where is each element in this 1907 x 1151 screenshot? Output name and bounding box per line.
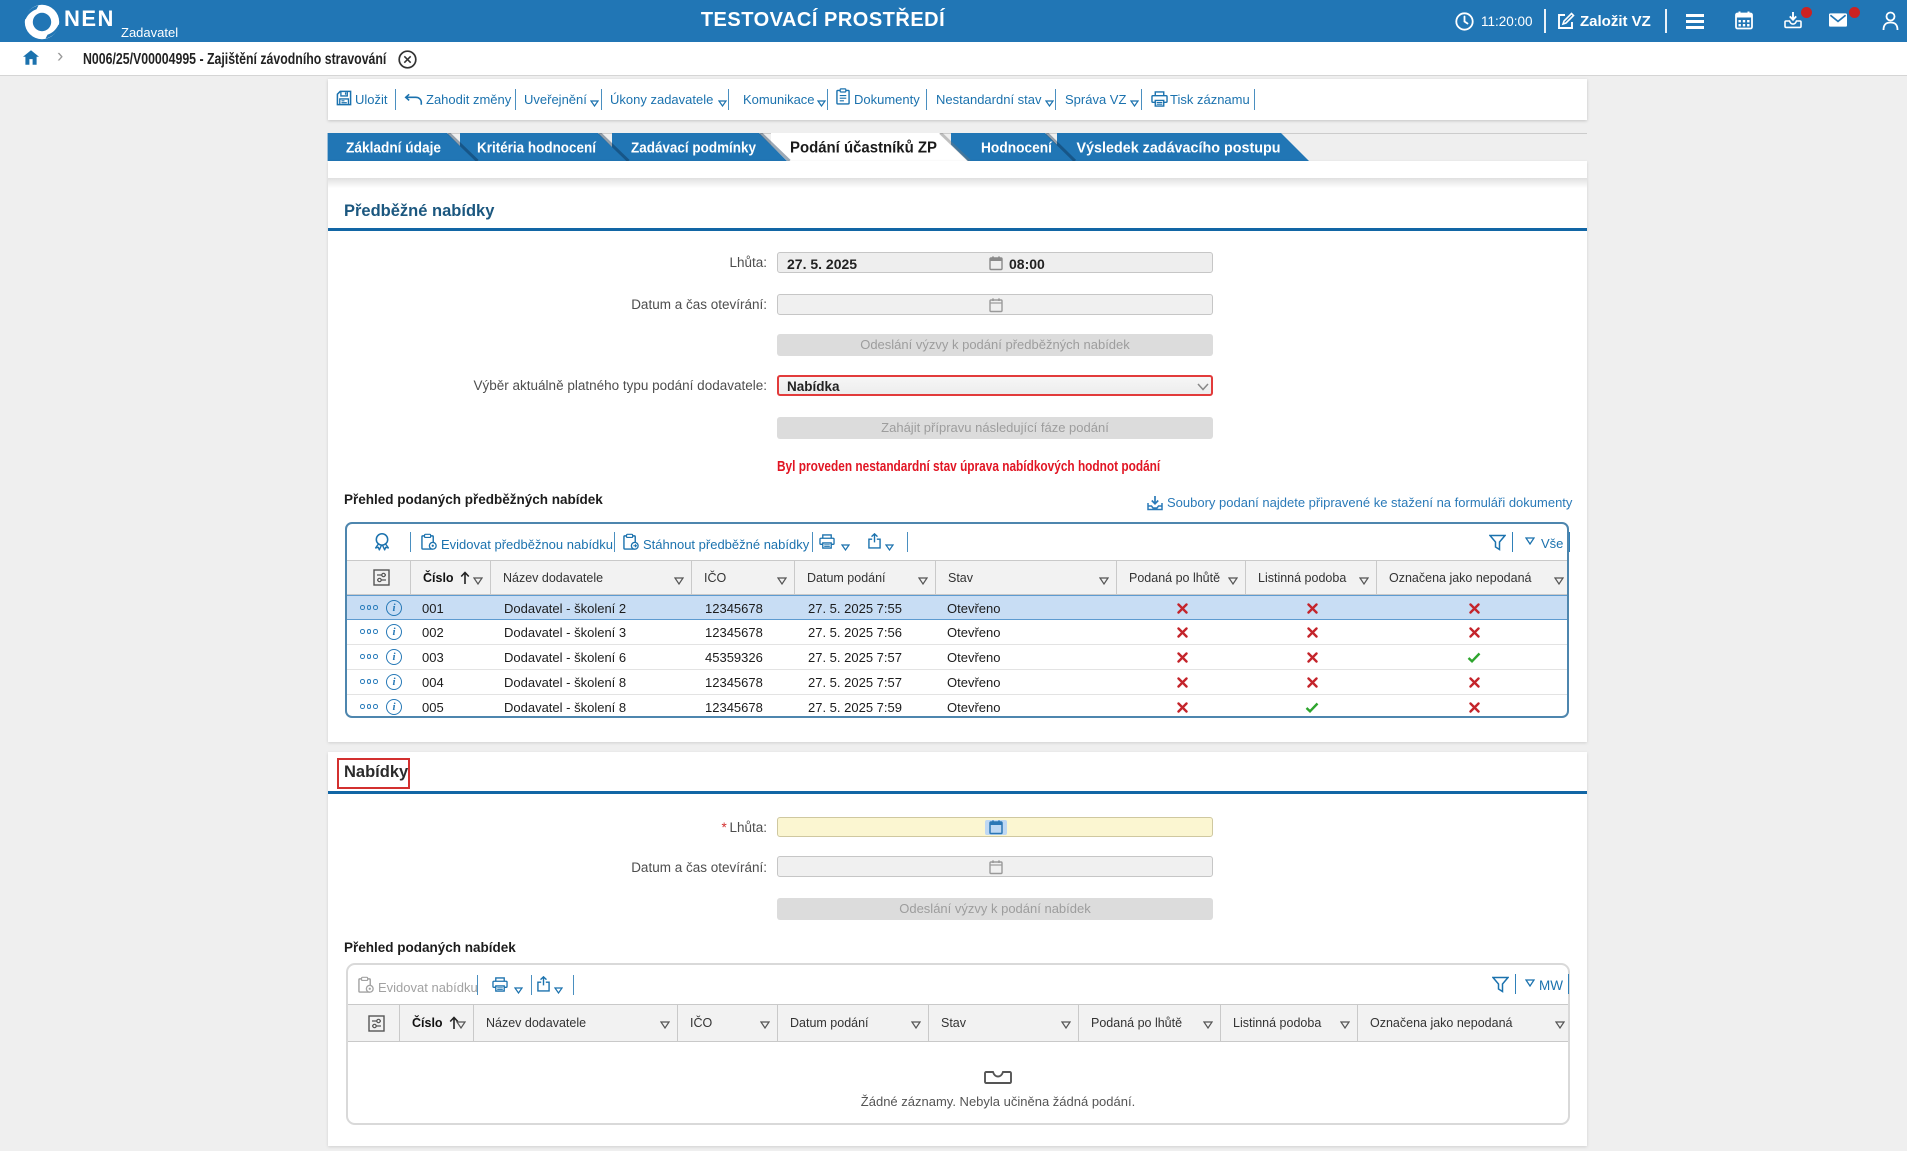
svg-text:Základní údaje: Základní údaje [346,140,441,157]
svg-text:Zadávací podmínky: Zadávací podmínky [631,140,757,157]
svg-text:Podání účastníků ZP: Podání účastníků ZP [790,140,937,157]
svg-text:Hodnocení: Hodnocení [981,140,1053,157]
svg-text:Kritéria hodnocení: Kritéria hodnocení [477,140,597,157]
svg-text:Výsledek zadávacího postupu: Výsledek zadávacího postupu [1077,140,1281,157]
